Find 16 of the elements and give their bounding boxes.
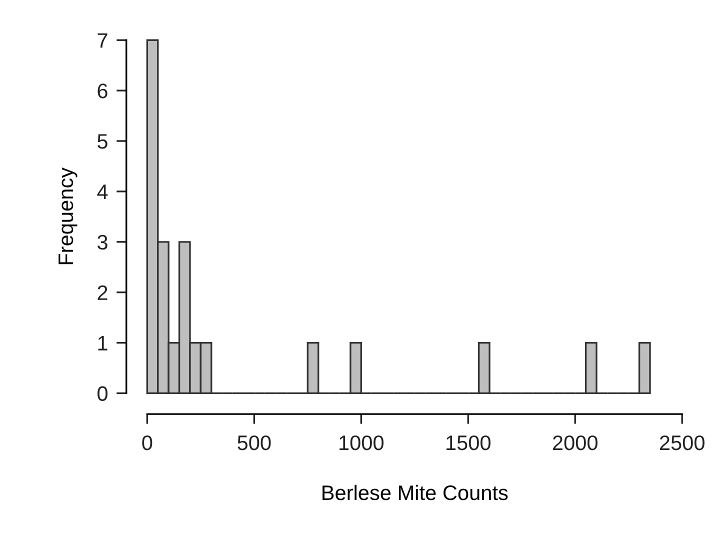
- y-tick-label: 2: [98, 285, 108, 300]
- y-tick-label: 3: [98, 234, 108, 250]
- y-axis-title: Frequency: [58, 167, 78, 264]
- x-tick-label: 2500: [660, 435, 704, 450]
- y-tick-label: 0: [98, 386, 108, 401]
- x-tick-label: 0: [142, 435, 152, 450]
- y-tick-label: 6: [98, 84, 108, 98]
- y-tick-label: 7: [98, 33, 108, 48]
- y-tick-label: 5: [98, 134, 108, 149]
- x-tick-label: 1000: [340, 435, 384, 450]
- y-tick-label: 1: [98, 336, 108, 350]
- x-axis-title: Berlese Mite Counts: [322, 484, 508, 500]
- x-tick-label: 2000: [552, 435, 598, 450]
- x-tick-label: 1500: [446, 435, 490, 450]
- y-tick-label: 4: [97, 184, 108, 199]
- x-tick-label: 500: [238, 435, 271, 450]
